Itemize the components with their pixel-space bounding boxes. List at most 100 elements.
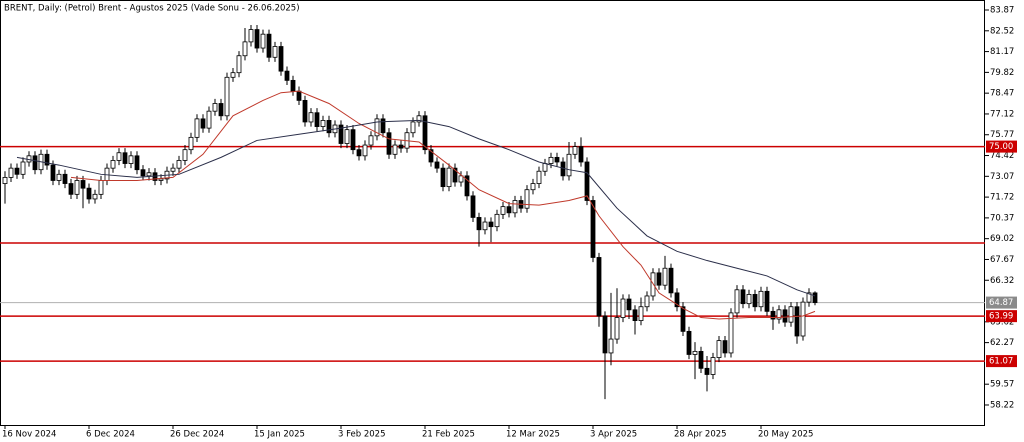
candle-body	[500, 206, 506, 215]
candle-body	[566, 153, 572, 177]
candle-body	[392, 144, 398, 155]
candle-body	[446, 167, 452, 188]
candle-body	[344, 129, 350, 144]
x-tick-label: 12 Mar 2025	[506, 430, 560, 440]
moving-average	[70, 90, 816, 320]
candle-body	[386, 132, 392, 155]
candle-body	[68, 183, 74, 195]
candle-body	[536, 170, 542, 184]
x-tick-label: 3 Apr 2025	[590, 430, 637, 440]
candle-body	[374, 118, 380, 137]
candle-body	[140, 169, 146, 177]
candle-body	[212, 103, 218, 112]
candle-body	[794, 306, 800, 337]
candle-body	[98, 180, 104, 195]
candle-body	[368, 135, 374, 146]
candle-body	[122, 152, 128, 164]
candle-body	[764, 290, 770, 312]
candle-body	[398, 144, 404, 149]
candle-body	[656, 272, 662, 286]
candle-body	[428, 149, 434, 163]
candle-body	[704, 367, 710, 375]
candle-body	[272, 46, 278, 58]
candle-body	[488, 221, 494, 228]
candle-body	[188, 136, 194, 151]
candle-body	[746, 294, 752, 305]
chart-title: BRENT, Daily: (Petrol) Brent - Agustos 2…	[4, 4, 300, 14]
candle-body	[578, 146, 584, 163]
candle-body	[632, 309, 638, 321]
candle-body	[110, 160, 116, 169]
candle-body	[740, 289, 746, 305]
y-tick-label: 62.27	[990, 338, 1014, 348]
price-label: 63.99	[989, 312, 1013, 322]
candle-body	[722, 340, 728, 354]
candle-body	[644, 295, 650, 308]
candle-body	[542, 163, 548, 172]
candle-body	[362, 144, 368, 157]
candle-body	[452, 167, 458, 183]
candle-body	[326, 120, 332, 134]
candle-body	[512, 200, 518, 214]
y-tick-label: 67.67	[990, 255, 1014, 265]
candle-body	[200, 118, 206, 129]
candle-body	[170, 167, 176, 172]
y-tick-label: 82.52	[990, 26, 1014, 36]
candle-body	[692, 350, 698, 355]
candle-body	[620, 298, 626, 318]
candle-body	[506, 206, 512, 214]
candle-body	[242, 41, 248, 57]
candle-body	[92, 193, 98, 200]
x-tick-label: 6 Dec 2024	[86, 430, 135, 440]
price-label: 61.07	[989, 357, 1013, 367]
y-tick-label: 83.87	[990, 6, 1014, 16]
candle-body	[278, 46, 284, 72]
y-tick-label: 75.77	[990, 130, 1014, 140]
candle-body	[44, 153, 50, 166]
candle-body	[308, 112, 314, 123]
candle-body	[752, 294, 758, 308]
price-label: 75.00	[989, 142, 1013, 152]
price-label-box	[986, 310, 1017, 323]
candle-body	[254, 29, 260, 49]
candle-body	[422, 115, 428, 151]
candle-body	[680, 306, 686, 332]
candle-body	[128, 155, 134, 164]
candle-body	[284, 70, 290, 81]
x-tick-label: 20 May 2025	[758, 430, 813, 440]
candle-body	[458, 175, 464, 183]
candle-body	[572, 146, 578, 155]
candle-body	[2, 176, 8, 184]
candle-body	[356, 149, 362, 157]
candle-body	[758, 290, 764, 308]
candle-body	[182, 149, 188, 161]
plot-frame	[0, 0, 985, 426]
candle-body	[782, 309, 788, 323]
candle-body	[266, 33, 272, 58]
candle-body	[776, 309, 782, 320]
candle-body	[524, 189, 530, 209]
price-label-box	[986, 355, 1017, 368]
y-tick-label: 79.82	[990, 68, 1014, 78]
y-tick-label: 81.17	[990, 47, 1014, 57]
candle-body	[290, 79, 296, 92]
candle-body	[410, 121, 416, 134]
candle-body	[20, 161, 26, 175]
candle-body	[482, 221, 488, 231]
candle-body	[116, 152, 122, 161]
x-tick-label: 28 Apr 2025	[674, 430, 727, 440]
x-tick-label: 15 Jan 2025	[254, 430, 305, 440]
candle-body	[440, 167, 446, 188]
candle-body	[338, 124, 344, 144]
candle-body	[314, 112, 320, 127]
candle-body	[434, 161, 440, 169]
candle-body	[698, 350, 704, 369]
x-tick-label: 26 Dec 2024	[170, 430, 224, 440]
candle-body	[590, 200, 596, 258]
y-tick-label: 58.22	[990, 400, 1014, 410]
y-tick-label: 63.62	[990, 317, 1014, 327]
candle-body	[476, 217, 482, 231]
candle-body	[812, 292, 818, 303]
y-tick-label: 77.12	[990, 109, 1014, 119]
